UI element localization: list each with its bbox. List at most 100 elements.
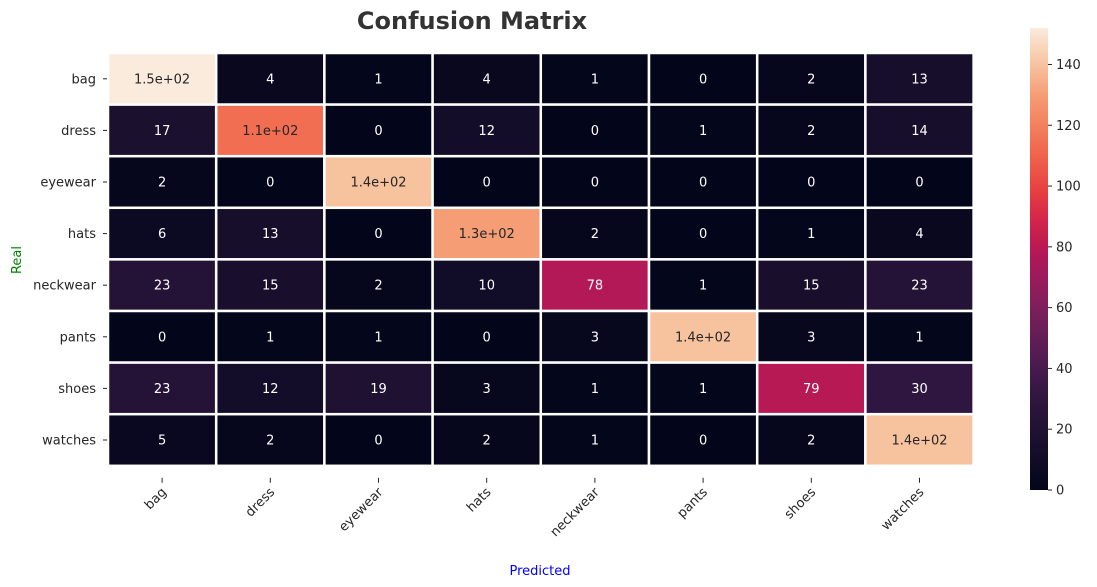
y-tick-label-eyewear: eyewear [40, 176, 96, 191]
cell-annotation-neckwear-neckwear: 78 [587, 279, 604, 294]
heatmap-cell-shoes-pants [647, 361, 759, 416]
cell-annotation-watches-pants: 0 [699, 434, 707, 449]
cell-annotation-neckwear-shoes: 15 [803, 279, 820, 294]
x-tick-label-watches: watches [879, 485, 928, 534]
x-tick-label-bag: bag [142, 485, 170, 513]
heatmap-cell-pants-watches [864, 309, 975, 364]
cell-annotation-shoes-pants: 1 [699, 382, 707, 397]
cell-annotation-dress-bag: 17 [154, 124, 171, 139]
cell-annotation-pants-hats: 0 [483, 330, 491, 345]
heatmap-cell-dress-pants [647, 103, 759, 158]
cell-annotation-shoes-hats: 3 [483, 382, 491, 397]
cell-annotation-eyewear-pants: 0 [699, 176, 707, 191]
y-tick-label-dress: dress [61, 124, 96, 139]
cell-annotation-hats-neckwear: 2 [591, 227, 599, 242]
heatmap-cell-shoes-eyewear [323, 361, 434, 416]
cell-annotation-dress-eyewear: 0 [374, 124, 382, 139]
heatmap-cell-watches-bag [106, 412, 218, 468]
heatmap-cell-hats-shoes [755, 206, 867, 261]
cell-annotation-watches-shoes: 2 [807, 434, 815, 449]
heatmap-cell-watches-eyewear [323, 412, 434, 468]
heatmap-cell-eyewear-watches [864, 154, 975, 210]
heatmap-cell-watches-watches [864, 412, 975, 468]
cell-annotation-pants-eyewear: 1 [374, 330, 382, 345]
cell-annotation-neckwear-pants: 1 [699, 279, 707, 294]
cell-annotation-neckwear-watches: 23 [911, 279, 928, 294]
cell-annotation-eyewear-hats: 0 [483, 176, 491, 191]
cell-annotation-hats-pants: 0 [699, 227, 707, 242]
heatmap-cell-dress-hats [431, 103, 543, 158]
heatmap-cell-neckwear-neckwear [539, 258, 651, 313]
cell-annotation-dress-hats: 12 [478, 124, 495, 139]
cell-annotation-eyewear-neckwear: 0 [591, 176, 599, 191]
cell-annotation-watches-eyewear: 0 [374, 434, 382, 449]
cell-annotation-hats-watches: 4 [915, 227, 923, 242]
heatmap-cell-shoes-bag [106, 361, 218, 416]
cell-annotation-watches-bag: 5 [158, 434, 166, 449]
heatmap-cells [106, 51, 975, 468]
colorbar-tick-label-100: 100 [1056, 180, 1081, 195]
colorbar [1030, 28, 1048, 490]
heatmap-cell-dress-dress [214, 103, 326, 158]
cell-annotation-shoes-neckwear: 1 [591, 382, 599, 397]
heatmap-cell-shoes-shoes [755, 361, 867, 416]
cell-annotation-shoes-watches: 30 [911, 382, 928, 397]
cell-annotation-eyewear-dress: 0 [266, 176, 274, 191]
heatmap-cell-watches-pants [647, 412, 759, 468]
x-tick-label-dress: dress [243, 485, 278, 520]
cell-annotation-neckwear-eyewear: 2 [374, 279, 382, 294]
colorbar-tick-label-140: 140 [1056, 58, 1081, 73]
heatmap-cell-bag-pants [647, 51, 759, 106]
heatmap-cell-pants-pants [647, 309, 759, 364]
cell-annotation-bag-shoes: 2 [807, 72, 815, 87]
cell-annotation-hats-shoes: 1 [807, 227, 815, 242]
colorbar-tick-label-0: 0 [1056, 484, 1064, 499]
x-tick-label-pants: pants [675, 485, 711, 521]
y-tick-label-bag: bag [72, 72, 96, 87]
y-tick-label-shoes: shoes [58, 382, 96, 397]
cell-annotation-pants-pants: 1.4e+02 [675, 330, 731, 345]
cell-annotation-shoes-eyewear: 19 [370, 382, 387, 397]
cell-annotation-eyewear-bag: 2 [158, 176, 166, 191]
cell-annotation-dress-dress: 1.1e+02 [242, 124, 298, 139]
cell-annotation-bag-eyewear: 1 [374, 72, 382, 87]
heatmap-cell-shoes-neckwear [539, 361, 651, 416]
x-tick-label-neckwear: neckwear [548, 485, 604, 541]
cell-annotation-shoes-bag: 23 [154, 382, 171, 397]
cell-annotation-watches-dress: 2 [266, 434, 274, 449]
y-tick-label-neckwear: neckwear [33, 279, 97, 294]
cell-annotation-hats-dress: 13 [262, 227, 279, 242]
cell-annotation-neckwear-dress: 15 [262, 279, 279, 294]
cell-annotation-neckwear-bag: 23 [154, 279, 171, 294]
heatmap-cell-watches-hats [431, 412, 543, 468]
x-axis-label: Predicted [509, 564, 570, 579]
cell-annotation-pants-neckwear: 3 [591, 330, 599, 345]
cell-annotation-bag-hats: 4 [483, 72, 491, 87]
cell-annotation-bag-neckwear: 1 [591, 72, 599, 87]
cell-annotation-bag-watches: 13 [911, 72, 928, 87]
cell-annotation-watches-watches: 1.4e+02 [891, 434, 947, 449]
x-tick-label-hats: hats [464, 485, 495, 516]
heatmap-cell-pants-neckwear [539, 309, 651, 364]
heatmap-cell-pants-dress [214, 309, 326, 364]
cell-annotation-bag-bag: 1.5e+02 [134, 72, 190, 87]
heatmap-cell-bag-watches [864, 51, 975, 106]
y-tick-label-hats: hats [68, 227, 96, 242]
colorbar-tick-label-60: 60 [1056, 301, 1073, 316]
cell-annotation-pants-watches: 1 [915, 330, 923, 345]
y-tick-label-watches: watches [42, 434, 96, 449]
heatmap-cell-shoes-dress [214, 361, 326, 416]
heatmap-cell-eyewear-bag [106, 154, 218, 210]
colorbar-ticks: 0 20 40 60 80 100 120 140 [1048, 58, 1081, 499]
colorbar-tick-label-40: 40 [1056, 362, 1073, 377]
cell-annotation-bag-dress: 4 [266, 72, 274, 87]
heatmap-cell-eyewear-pants [647, 154, 759, 210]
cell-annotation-hats-hats: 1.3e+02 [459, 227, 515, 242]
heatmap-cell-eyewear-hats [431, 154, 543, 210]
heatmap-cell-eyewear-shoes [755, 154, 867, 210]
heatmap-cell-eyewear-neckwear [539, 154, 651, 210]
heatmap-cell-shoes-watches [864, 361, 975, 416]
cell-annotation-watches-neckwear: 1 [591, 434, 599, 449]
